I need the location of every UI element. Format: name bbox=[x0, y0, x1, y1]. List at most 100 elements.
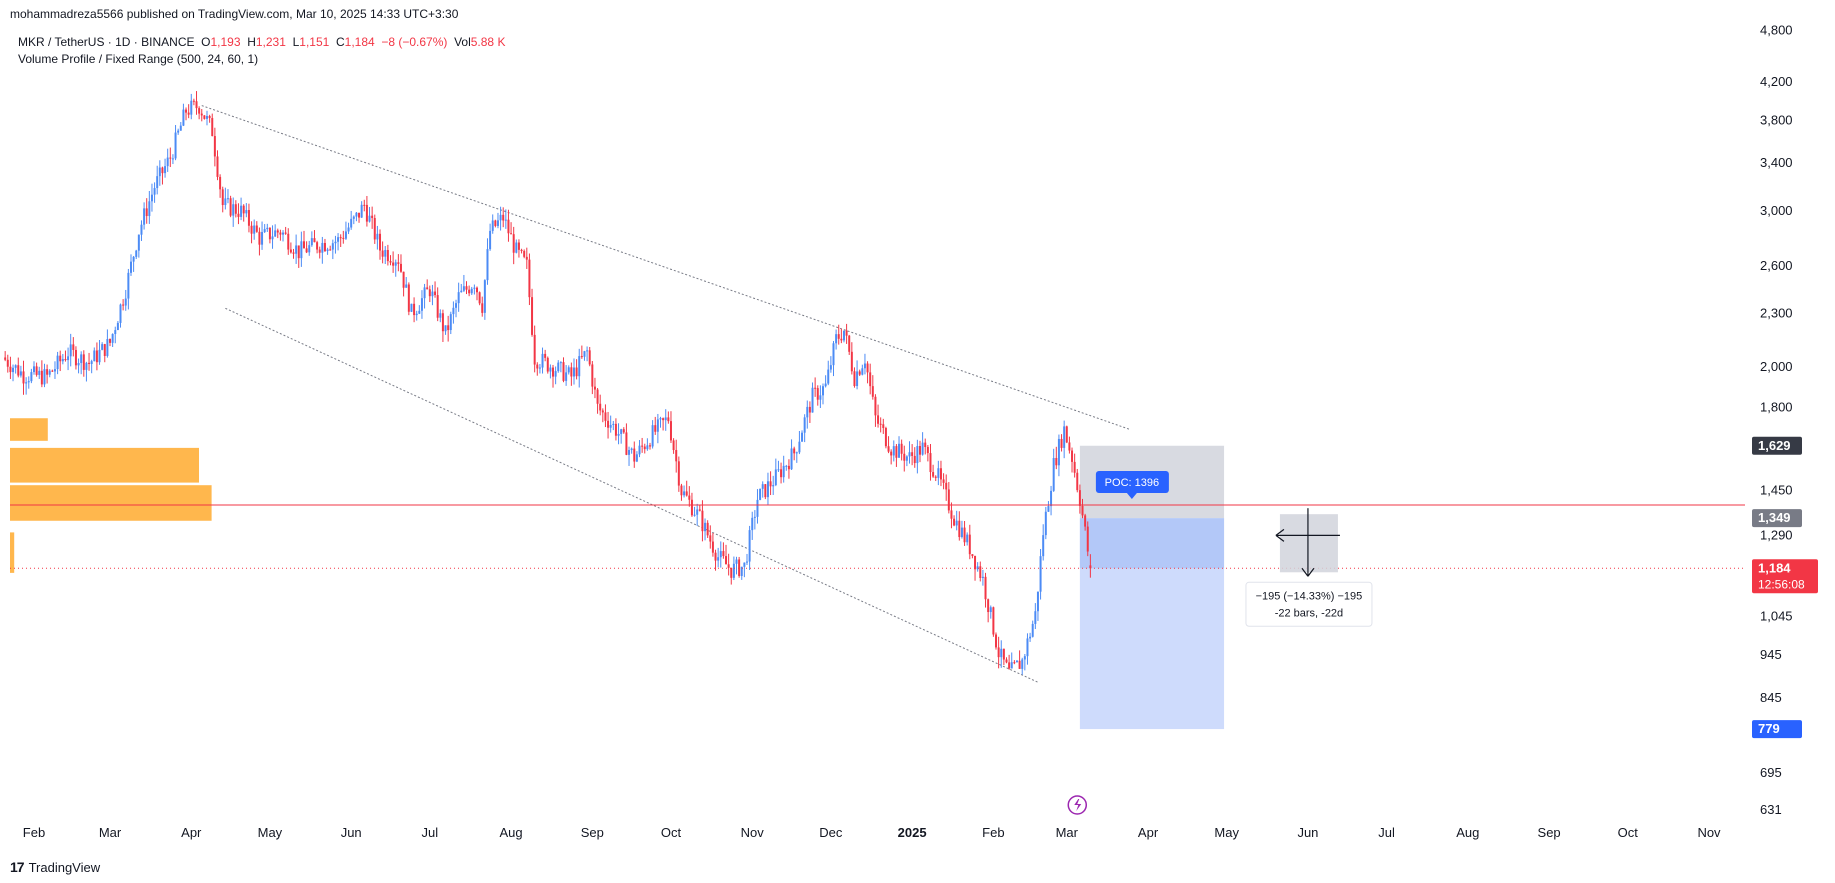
candle-body bbox=[98, 349, 101, 363]
candle-body bbox=[211, 118, 214, 137]
candle-body bbox=[911, 452, 914, 456]
volume-profile-row bbox=[10, 447, 199, 483]
poc-label[interactable]: POC: 1396 bbox=[1095, 471, 1169, 500]
candle-body bbox=[365, 204, 368, 222]
candle-body bbox=[772, 485, 775, 487]
candle-body bbox=[481, 303, 484, 313]
symbol-name[interactable]: MKR / TetherUS · 1D · BINANCE bbox=[18, 35, 195, 49]
price-axis-tag[interactable]: 1,184 12:56:08 bbox=[1752, 559, 1818, 594]
candle-body bbox=[444, 325, 447, 332]
candle-body bbox=[601, 410, 604, 413]
candle-body bbox=[1000, 648, 1003, 658]
candle-body bbox=[937, 468, 940, 478]
candle-body bbox=[462, 286, 465, 291]
candle-body bbox=[198, 108, 201, 114]
time-tick-label: Jun bbox=[341, 825, 362, 840]
candle-body bbox=[921, 442, 924, 455]
candle-body bbox=[633, 448, 636, 462]
candle-body bbox=[379, 233, 382, 251]
candle-body bbox=[997, 647, 1000, 658]
candle-body bbox=[960, 527, 963, 538]
candle-body bbox=[1076, 472, 1079, 491]
price-axis-tag[interactable]: 1,629 bbox=[1752, 436, 1802, 455]
time-tick-label: Aug bbox=[1456, 825, 1479, 840]
candle-body bbox=[313, 238, 316, 243]
trendlines[interactable] bbox=[201, 105, 1130, 683]
candle-body bbox=[785, 465, 788, 467]
candle-body bbox=[1034, 611, 1037, 624]
candle-body bbox=[711, 541, 714, 553]
price-axis[interactable]: 4,800 4,200 3,800 3,400 3,000 2,600 2,300 2,000… bbox=[1752, 23, 1818, 817]
candle-body bbox=[190, 100, 193, 115]
candle-body bbox=[331, 243, 334, 250]
arrow-left-icon bbox=[1275, 528, 1285, 542]
poc-label-text: POC: 1396 bbox=[1105, 477, 1159, 489]
candle-body bbox=[895, 446, 898, 458]
indicator-legend[interactable]: Volume Profile / Fixed Range (500, 24, 6… bbox=[18, 52, 259, 66]
candle-body bbox=[232, 204, 235, 216]
candle-body bbox=[939, 468, 942, 480]
candle-body bbox=[971, 554, 974, 557]
projection-active-zone bbox=[1079, 518, 1225, 569]
candle-body bbox=[323, 242, 326, 252]
candle-body bbox=[69, 344, 72, 357]
brand-name: TradingView bbox=[28, 859, 101, 875]
candle-body bbox=[544, 353, 547, 358]
candle-body bbox=[507, 219, 510, 234]
drawing-tools[interactable]: POC: 1396 −195 (−14.33%) −195 -22 bars, -2… bbox=[1067, 471, 1373, 815]
candle-body bbox=[475, 287, 478, 293]
candle-body bbox=[780, 469, 783, 478]
candle-body bbox=[995, 634, 998, 648]
candle-body bbox=[832, 343, 835, 366]
candle-body bbox=[85, 362, 88, 370]
candle-body bbox=[14, 365, 17, 368]
candle-body bbox=[153, 188, 156, 195]
candle-body bbox=[274, 230, 277, 237]
candle-body bbox=[483, 280, 486, 313]
candle-body bbox=[27, 381, 30, 383]
measure-tooltip-box bbox=[1245, 581, 1373, 627]
candle-body bbox=[161, 167, 164, 174]
price-axis-tag[interactable]: 779 bbox=[1752, 720, 1802, 739]
candle-body bbox=[174, 132, 177, 159]
price-tag-box bbox=[1752, 720, 1802, 739]
time-tick-label: Apr bbox=[181, 825, 202, 840]
candle-body bbox=[30, 372, 33, 382]
candle-body bbox=[874, 396, 877, 416]
candle-body bbox=[984, 576, 987, 600]
price-tag-box bbox=[1752, 436, 1802, 455]
measure-bars-text: -22 bars, -22d bbox=[1275, 607, 1343, 619]
candle-body bbox=[457, 292, 460, 304]
candle-body bbox=[835, 334, 838, 344]
candle-body bbox=[452, 307, 455, 315]
candle-body bbox=[266, 227, 269, 230]
time-axis[interactable]: Feb Mar Apr May Jun Jul Aug Sep Oct Nov Dec 2025 Feb… bbox=[23, 825, 1721, 840]
candle-body bbox=[622, 429, 625, 433]
candle-body bbox=[143, 208, 146, 225]
candle-body bbox=[116, 322, 119, 331]
close-label: C bbox=[335, 35, 345, 49]
candle-body bbox=[947, 489, 950, 511]
candle-body bbox=[302, 241, 305, 249]
candle-body bbox=[588, 350, 591, 365]
footer-branding[interactable]: 17 TradingView bbox=[10, 859, 100, 875]
candle-body bbox=[614, 423, 617, 436]
candle-body bbox=[489, 230, 492, 250]
candle-body bbox=[1063, 426, 1066, 448]
candle-body bbox=[420, 298, 423, 311]
candle-body bbox=[82, 354, 85, 370]
candle-body bbox=[974, 556, 977, 570]
price-axis-tag[interactable]: 1,349 bbox=[1752, 509, 1802, 528]
channel-trendline[interactable] bbox=[201, 105, 1130, 430]
candle-body bbox=[410, 303, 413, 312]
candle-body bbox=[829, 365, 832, 370]
candle-body bbox=[536, 364, 539, 369]
candle-body bbox=[604, 412, 607, 421]
candle-body bbox=[654, 425, 657, 432]
candle-body bbox=[25, 382, 28, 384]
measure-box[interactable] bbox=[1279, 514, 1338, 573]
channel-trendline[interactable] bbox=[225, 307, 1039, 683]
candle-body bbox=[80, 354, 83, 364]
poc-label-box bbox=[1095, 471, 1169, 494]
